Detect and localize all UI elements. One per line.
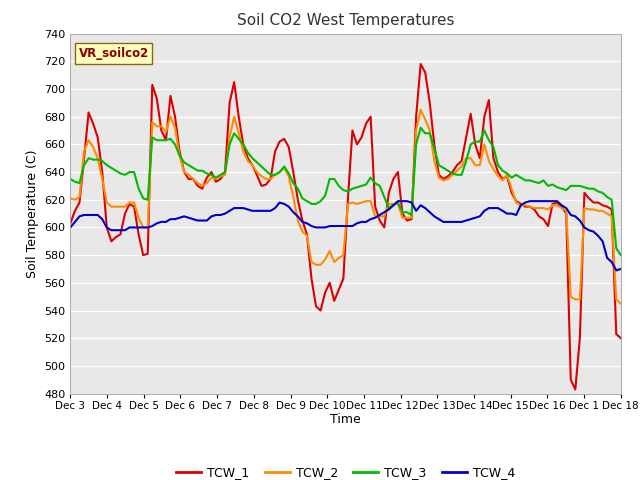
TCW_1 (585, 195, 593, 201)
TCW_1 (608, 206, 616, 212)
TCW_1 (617, 336, 625, 341)
TCW_3 (194, 168, 202, 174)
TCW_4 (612, 267, 620, 273)
TCW_2 (580, 205, 588, 211)
TCW_4 (580, 225, 588, 230)
TCW_1 (67, 220, 74, 226)
TCW_1 (194, 183, 202, 189)
TCW_4 (244, 206, 252, 212)
Line: TCW_4: TCW_4 (70, 201, 621, 270)
TCW_3 (421, 131, 429, 136)
TCW_3 (604, 194, 611, 200)
TCW_1 (421, 70, 429, 75)
TCW_4 (194, 217, 202, 223)
Text: VR_soilco2: VR_soilco2 (79, 47, 149, 60)
Line: TCW_3: TCW_3 (70, 128, 621, 255)
TCW_3 (244, 150, 252, 156)
X-axis label: Time: Time (330, 413, 361, 426)
TCW_4 (421, 205, 429, 211)
Y-axis label: Soil Temperature (C): Soil Temperature (C) (26, 149, 39, 278)
Title: Soil CO2 West Temperatures: Soil CO2 West Temperatures (237, 13, 454, 28)
TCW_1 (572, 386, 579, 392)
TCW_3 (367, 175, 374, 180)
Legend: TCW_1, TCW_2, TCW_3, TCW_4: TCW_1, TCW_2, TCW_3, TCW_4 (171, 461, 520, 480)
TCW_3 (67, 176, 74, 182)
TCW_4 (617, 266, 625, 272)
TCW_1 (417, 61, 424, 67)
TCW_4 (367, 216, 374, 222)
TCW_1 (367, 114, 374, 120)
TCW_2 (604, 211, 611, 216)
TCW_2 (67, 195, 74, 201)
Line: TCW_1: TCW_1 (70, 64, 621, 389)
TCW_2 (421, 117, 429, 122)
TCW_3 (417, 125, 424, 131)
TCW_2 (417, 107, 424, 113)
TCW_2 (244, 158, 252, 164)
TCW_2 (367, 198, 374, 204)
TCW_2 (617, 300, 625, 307)
TCW_4 (604, 255, 611, 261)
TCW_1 (244, 156, 252, 161)
TCW_3 (580, 184, 588, 190)
TCW_4 (67, 225, 74, 230)
Line: TCW_2: TCW_2 (70, 110, 621, 304)
TCW_3 (617, 252, 625, 258)
TCW_2 (194, 180, 202, 186)
TCW_4 (394, 198, 402, 204)
